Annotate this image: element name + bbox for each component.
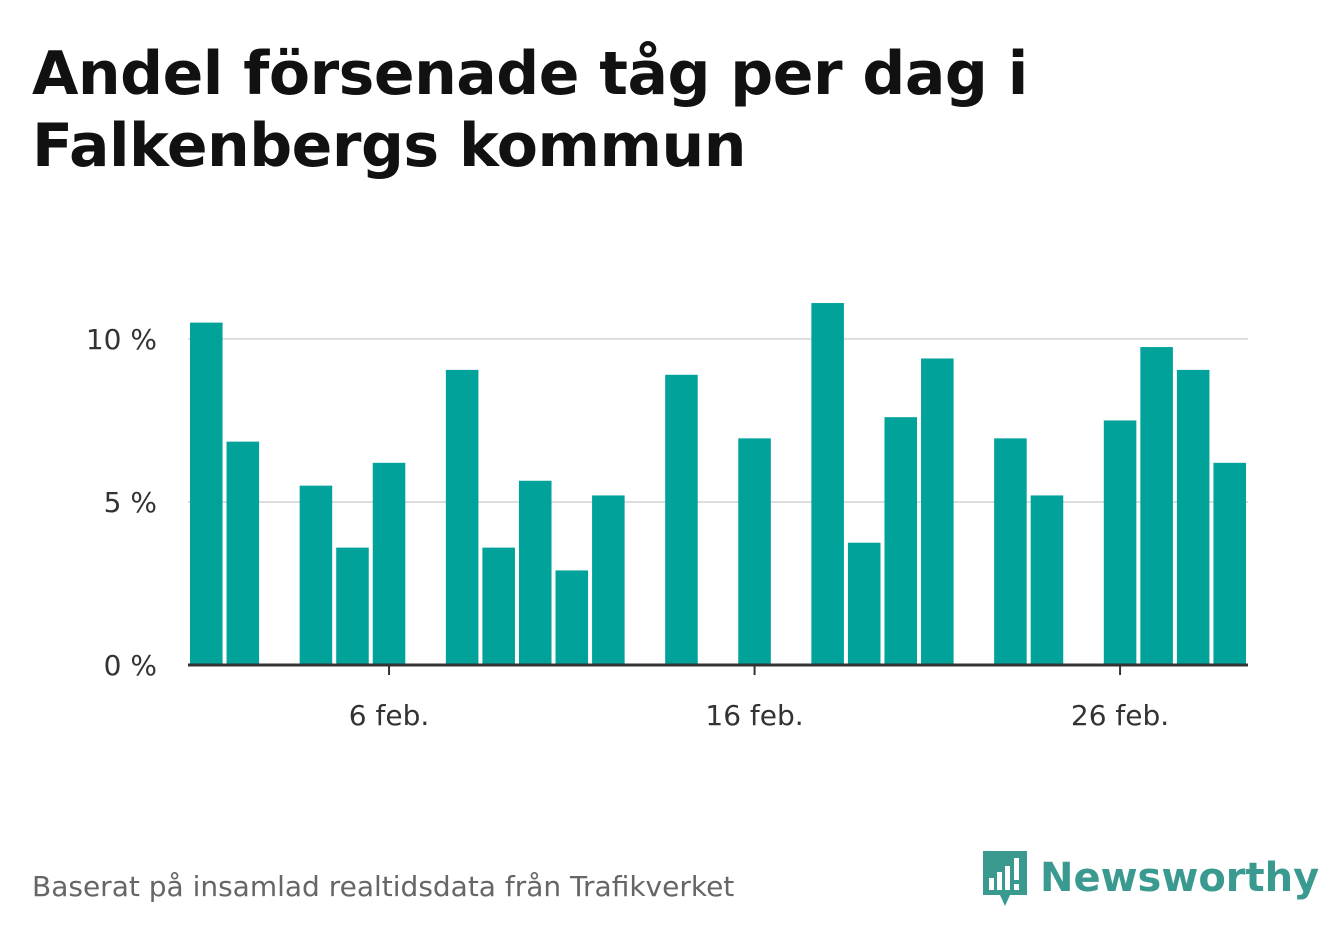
bar: [482, 547, 515, 665]
bar: [592, 495, 625, 665]
bar: [1176, 369, 1210, 665]
bar: [921, 358, 954, 665]
bar: [1213, 462, 1246, 665]
gridlines: [188, 337, 1248, 503]
bar: [372, 462, 406, 665]
bar: [555, 570, 589, 665]
bar-chart: 0 % 5 % 10 % 6 feb. 16 feb. 26 feb.: [86, 303, 1248, 732]
y-tick-label: 0 %: [104, 649, 157, 682]
bar: [336, 547, 369, 665]
bar: [299, 485, 333, 665]
brand-name: Newsworthy: [1040, 855, 1320, 901]
bar: [665, 374, 698, 665]
x-tick-label: 26 feb.: [1071, 699, 1169, 732]
y-tick-label: 10 %: [86, 323, 157, 356]
bar: [994, 438, 1027, 665]
bar: [226, 441, 260, 665]
bar: [1140, 347, 1173, 665]
bar: [1030, 495, 1064, 665]
bar: [811, 303, 844, 665]
x-tick-label: 6 feb.: [349, 699, 429, 732]
source-note: Baserat på insamlad realtidsdata från Tr…: [32, 870, 735, 903]
bars: [190, 303, 1246, 665]
y-tick-label: 5 %: [104, 486, 157, 519]
bar: [445, 369, 479, 665]
bar: [884, 417, 918, 665]
bar-chart-speech-bubble-icon: [983, 851, 1027, 906]
bar: [847, 542, 881, 665]
brand-logo: Newsworthy: [980, 848, 1319, 908]
x-tick-label: 16 feb.: [705, 699, 803, 732]
bar: [1103, 420, 1137, 665]
bar: [738, 438, 771, 665]
axes: 0 % 5 % 10 % 6 feb. 16 feb. 26 feb.: [86, 323, 1248, 732]
chart-title: Andel försenade tåg per dag i Falkenberg…: [32, 39, 1028, 181]
bar: [190, 322, 223, 665]
bar: [518, 480, 552, 665]
